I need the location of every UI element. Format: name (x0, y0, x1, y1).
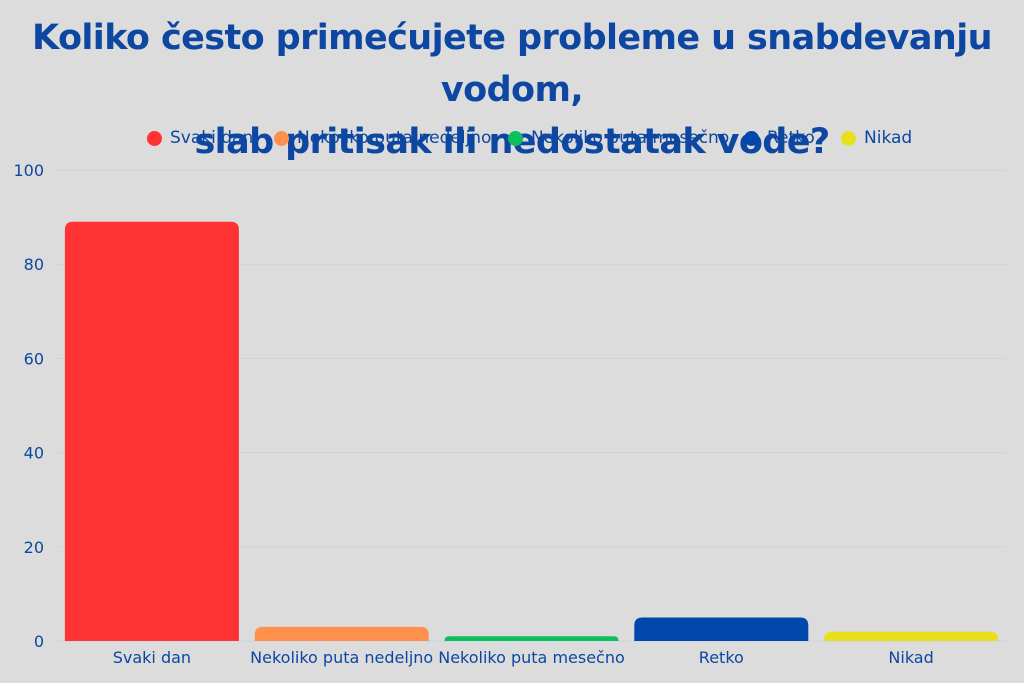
legend-item-retko[interactable]: Retko (744, 126, 815, 150)
y-tick-label-0: 0 (34, 632, 44, 651)
legend-marker-nikad (841, 130, 856, 146)
bar-nekoliko-puta-nedeljno[interactable] (254, 626, 429, 641)
y-tick-label-100: 100 (13, 161, 44, 180)
y-tick-label-40: 40 (24, 444, 44, 463)
bar-nikad[interactable] (824, 631, 999, 641)
legend-marker-nekoliko-puta-nedeljno (274, 130, 289, 146)
legend-item-svaki-dan[interactable]: Svaki dan (147, 126, 253, 150)
x-category-label-nikad: Nikad (888, 648, 933, 667)
bar-svaki-dan[interactable] (64, 221, 239, 641)
chart-title: Koliko često primećujete probleme u snab… (0, 12, 1024, 168)
y-tick-label-20: 20 (24, 538, 44, 557)
x-category-label-svaki-dan: Svaki dan (113, 648, 191, 667)
x-category-label-nekoliko-puta-mesecno: Nekoliko puta mesečno (438, 648, 625, 667)
y-axis-tick-labels: 0 20 40 60 80 100 (13, 161, 44, 651)
bar-retko[interactable] (634, 617, 809, 641)
legend-marker-retko (744, 130, 759, 146)
legend-label-nekoliko-puta-nedeljno: Nekoliko puta nedeljno (297, 128, 492, 148)
x-category-label-nekoliko-puta-nedeljno: Nekoliko puta nedeljno (250, 648, 433, 667)
legend-label-nekoliko-puta-mesecno: Nekoliko puta mesečno (531, 128, 730, 148)
bars (64, 221, 999, 641)
legend-marker-nekoliko-puta-mesecno (508, 130, 523, 146)
legend-label-nikad: Nikad (864, 128, 913, 148)
x-axis-category-labels: Svaki dan Nekoliko puta nedeljno Nekoliko … (113, 648, 934, 667)
y-tick-label-80: 80 (24, 255, 44, 274)
legend-label-retko: Retko (767, 128, 815, 148)
legend-item-nekoliko-puta-nedeljno[interactable]: Nekoliko puta nedeljno (274, 126, 491, 150)
chart-legend: Svaki dan Nekoliko puta nedeljno Nekolik… (0, 126, 1024, 150)
legend-label-svaki-dan: Svaki dan (170, 128, 254, 148)
x-category-label-retko: Retko (699, 648, 744, 667)
bar-nekoliko-puta-mesecno[interactable] (444, 636, 619, 641)
legend-marker-svaki-dan (147, 130, 162, 146)
chart-title-line-1: Koliko često primećujete probleme u snab… (32, 18, 992, 110)
legend-item-nikad[interactable]: Nikad (841, 126, 912, 150)
legend-item-nekoliko-puta-mesecno[interactable]: Nekoliko puta mesečno (508, 126, 729, 150)
y-tick-label-60: 60 (24, 349, 44, 368)
